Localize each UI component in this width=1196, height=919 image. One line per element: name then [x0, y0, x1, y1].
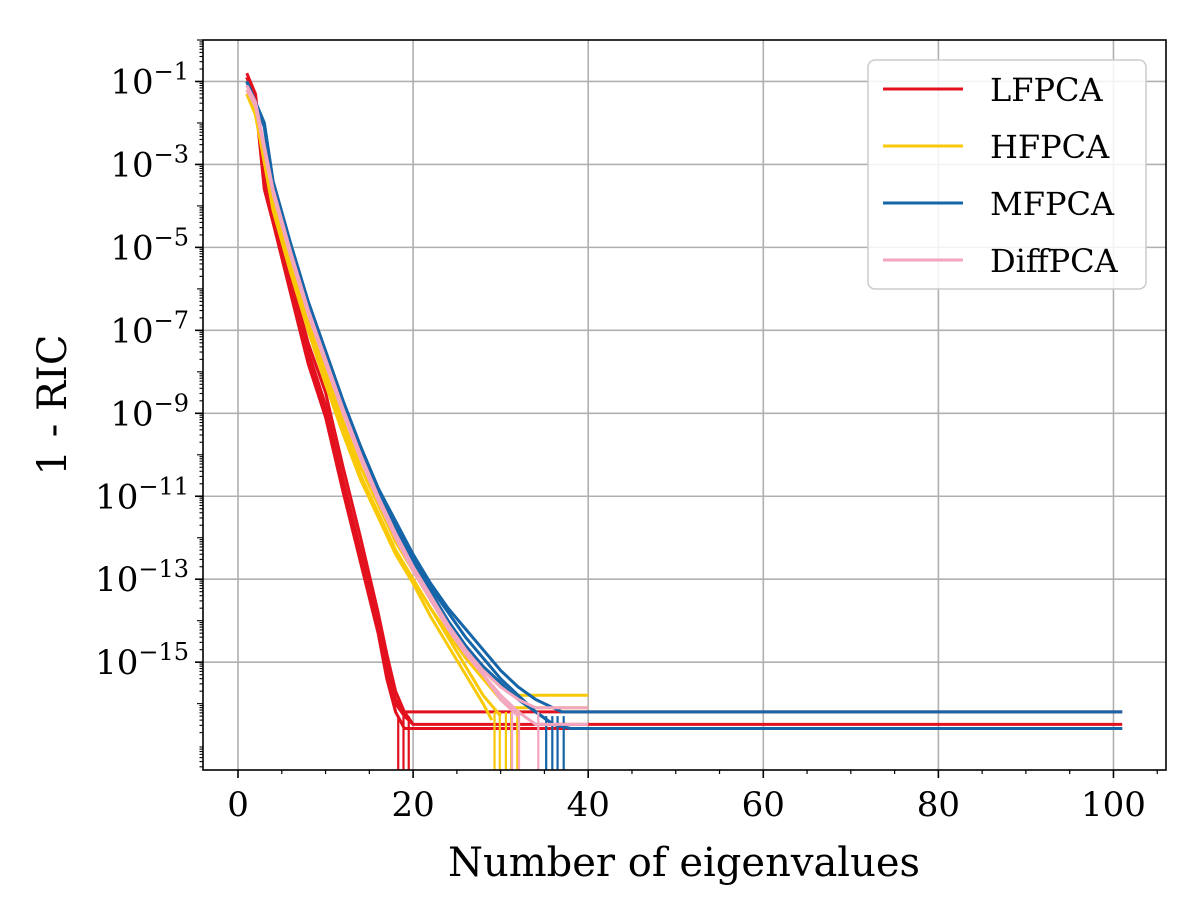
y-tick-label: 10−11	[95, 472, 189, 517]
x-tick-label: 0	[227, 785, 249, 825]
legend-label-diffpca: DiffPCA	[990, 242, 1119, 280]
x-tick-label: 100	[1081, 785, 1146, 825]
y-tick-label: 10−1	[110, 57, 189, 102]
x-tick-label: 80	[917, 785, 960, 825]
y-axis-title: 1 - RIC	[30, 335, 76, 476]
series-diffpca	[245, 84, 589, 770]
series-layer	[245, 72, 1123, 770]
legend-label-lfpca: LFPCA	[990, 71, 1103, 109]
legend-label-hfpca: HFPCA	[990, 128, 1110, 166]
y-tick-label: 10−9	[110, 389, 189, 434]
series-mfpca	[245, 80, 1123, 770]
legend-label-mfpca: MFPCA	[990, 185, 1115, 223]
line-hfpca	[245, 93, 502, 718]
legend-frame	[867, 59, 1147, 290]
line-lfpca	[245, 76, 398, 713]
legend: LFPCA HFPCA MFPCA DiffPCA	[867, 59, 1147, 290]
tick-labels: 0 20 40 60 80 100 10−1 10−3 10−5 10−7 10−9 10−11 10−…	[95, 57, 1146, 825]
x-tick-label: 60	[742, 785, 785, 825]
y-tick-label: 10−3	[110, 140, 189, 185]
y-tick-label: 10−5	[110, 223, 189, 268]
grid	[203, 40, 1166, 770]
y-tick-label: 10−15	[95, 638, 189, 683]
plot-frame	[202, 39, 1167, 771]
x-tick-label: 40	[567, 785, 610, 825]
y-tick-label: 10−7	[110, 306, 189, 351]
x-axis-title: Number of eigenvalues	[448, 840, 920, 886]
x-tick-label: 20	[391, 785, 434, 825]
ticks	[195, 39, 1158, 778]
y-tick-label: 10−13	[95, 555, 189, 600]
line-diffpca	[245, 84, 520, 718]
line-mfpca	[245, 80, 555, 726]
